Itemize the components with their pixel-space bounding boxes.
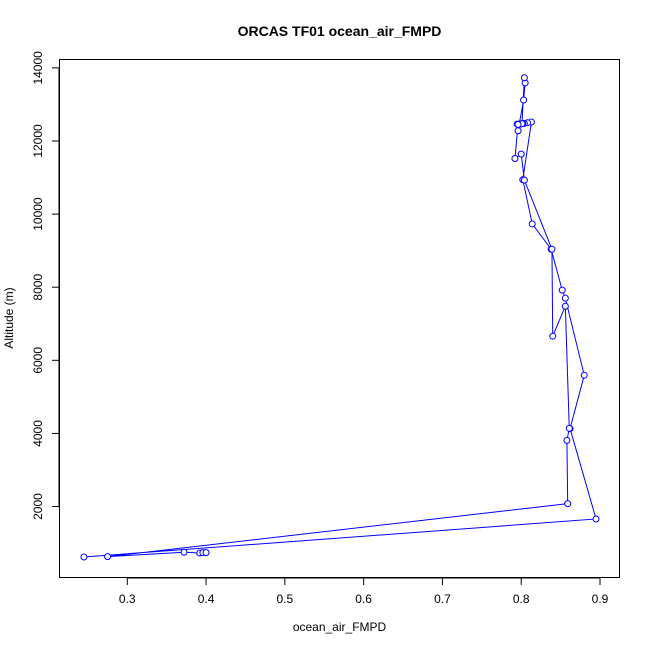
chart-title: ORCAS TF01 ocean_air_FMPD [238, 23, 442, 39]
data-point [514, 121, 522, 129]
y-tick-label: 12000 [31, 124, 45, 158]
series-line [83, 77, 597, 558]
data-point [564, 500, 572, 508]
plot-area-border [59, 59, 620, 578]
data-point [511, 155, 519, 163]
y-tick-label: 10000 [31, 197, 45, 231]
y-tick-label: 8000 [31, 274, 45, 301]
data-point [180, 548, 188, 556]
x-tick-label: 0.7 [434, 592, 451, 606]
x-tick-label: 0.9 [592, 592, 609, 606]
x-tick-label: 0.8 [513, 592, 530, 606]
y-axis-label: Altitude (m) [2, 287, 16, 348]
y-tick-label: 6000 [31, 347, 45, 374]
x-tick-label: 0.3 [119, 592, 136, 606]
x-tick-label: 0.4 [198, 592, 215, 606]
data-point [580, 371, 588, 379]
data-point [563, 436, 571, 444]
data-point [514, 127, 522, 135]
y-axis: 2000 4000 6000 8000 10000 12000 14000 [31, 51, 60, 520]
x-tick-label: 0.6 [355, 592, 372, 606]
data-point [520, 96, 528, 104]
x-axis-label: ocean_air_FMPD [293, 620, 387, 634]
data-point [202, 549, 210, 557]
x-tick-label: 0.5 [277, 592, 294, 606]
data-point [80, 553, 88, 561]
data-point [558, 286, 566, 294]
data-point [520, 176, 528, 184]
data-point [561, 302, 569, 310]
x-axis: 0.3 0.4 0.5 0.6 0.7 0.8 0.9 [119, 577, 609, 606]
data-series [80, 74, 600, 561]
data-point [517, 150, 525, 158]
data-point [104, 553, 112, 561]
data-point [592, 515, 600, 523]
data-point [520, 74, 528, 82]
y-tick-label: 4000 [31, 420, 45, 447]
y-tick-label: 14000 [31, 51, 45, 85]
y-tick-label: 2000 [31, 493, 45, 520]
data-point [548, 245, 556, 253]
data-point [561, 294, 569, 302]
data-point [528, 220, 536, 228]
data-point [565, 424, 573, 432]
data-point [549, 332, 557, 340]
